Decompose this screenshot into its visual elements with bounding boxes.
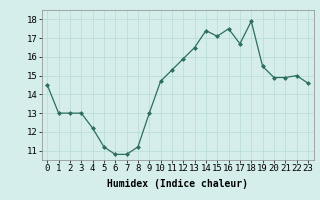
X-axis label: Humidex (Indice chaleur): Humidex (Indice chaleur) — [107, 179, 248, 189]
